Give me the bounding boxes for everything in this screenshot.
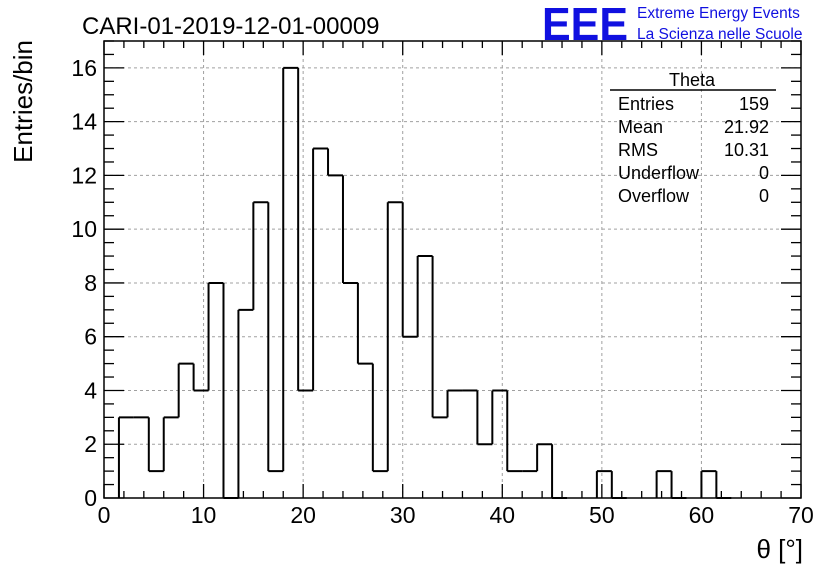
x-tick-label: 0 [98, 502, 111, 528]
y-tick-label: 0 [84, 485, 97, 511]
y-tick-label: 14 [71, 109, 97, 135]
histogram-bin [297, 67, 314, 392]
y-tick-label: 8 [84, 270, 97, 296]
histogram-bin [506, 390, 523, 473]
histogram-bin [147, 417, 164, 473]
histogram-bin [595, 470, 612, 498]
histogram-bin [610, 471, 627, 499]
y-tick-label: 10 [71, 216, 97, 242]
histogram-bin [371, 363, 388, 473]
histogram-bin [655, 470, 672, 498]
x-tick-label: 20 [290, 502, 316, 528]
x-tick-label: 70 [788, 502, 814, 528]
histogram-bin [117, 416, 134, 498]
stats-label: Mean [618, 117, 663, 137]
stats-box-title: Theta [669, 70, 716, 90]
stats-label: Underflow [618, 163, 700, 183]
axis-ticks [103, 40, 802, 499]
x-tick-label: 10 [191, 502, 217, 528]
stats-box: Theta Entries 159 Mean 21.92 RMS 10.31 Underfl… [610, 70, 776, 206]
histogram-bin [416, 255, 433, 337]
eee-logo-mark: EEE [542, 0, 628, 50]
stats-label: Overflow [618, 186, 690, 206]
stats-label: RMS [618, 140, 658, 160]
chart-title: CARI-01-2019-12-01-00009 [82, 13, 380, 40]
histogram-bin [401, 202, 418, 338]
y-tick-label: 16 [71, 55, 97, 81]
histogram-bin [252, 201, 269, 310]
stats-value: 0 [759, 163, 769, 183]
histogram-bin [491, 389, 508, 445]
grid-lines [104, 41, 801, 498]
histogram-bin [356, 282, 373, 365]
y-tick-label: 4 [84, 377, 97, 403]
histogram-bin [551, 444, 568, 499]
y-tick-label: 12 [71, 162, 97, 188]
eee-logo-line1: Extreme Energy Events [637, 5, 800, 22]
stats-label: Entries [618, 94, 674, 114]
y-tick-label: 6 [84, 324, 97, 350]
x-tick-label: 30 [390, 502, 416, 528]
histogram-bin [700, 470, 717, 498]
stats-value: 0 [759, 186, 769, 206]
histogram-bin [267, 202, 284, 473]
histogram-bin [207, 281, 224, 391]
histogram-bin [536, 443, 553, 472]
histogram-bin [431, 256, 448, 419]
stats-value: 159 [739, 94, 769, 114]
eee-logo: EEE Extreme Energy Events La Scienza nel… [542, 0, 802, 50]
stats-box-rows: Entries 159 Mean 21.92 RMS 10.31 Underflow 0 Ove… [618, 94, 769, 206]
stats-value: 10.31 [724, 140, 769, 160]
x-tick-label: 60 [689, 502, 715, 528]
histogram-bin [162, 416, 179, 472]
histogram-bin [476, 390, 493, 446]
histogram-bin [386, 201, 403, 472]
y-tick-label: 2 [84, 431, 97, 457]
histogram-bin [177, 362, 194, 418]
histogram-bin [715, 471, 732, 499]
x-tick-label: 40 [489, 502, 515, 528]
histogram-bin [192, 363, 209, 392]
eee-logo-line2: La Scienza nelle Scuole [637, 26, 802, 43]
plot-frame [103, 40, 802, 499]
stats-value: 21.92 [724, 117, 769, 137]
histogram-bin [341, 175, 358, 284]
y-tick-labels: 0 2 4 6 8 10 12 14 16 [71, 55, 97, 511]
x-tick-labels: 0 10 20 30 40 50 60 70 [98, 502, 814, 528]
histogram-bin [237, 308, 254, 498]
histogram-bin [670, 471, 687, 499]
histogram-bin [446, 389, 463, 418]
histogram-bin [312, 147, 329, 391]
histogram-bin [327, 148, 343, 177]
x-axis-label: θ [°] [756, 534, 803, 564]
x-tick-label: 50 [589, 502, 615, 528]
y-axis-label: Entries/bin [8, 40, 38, 163]
histogram-bin [282, 66, 299, 472]
